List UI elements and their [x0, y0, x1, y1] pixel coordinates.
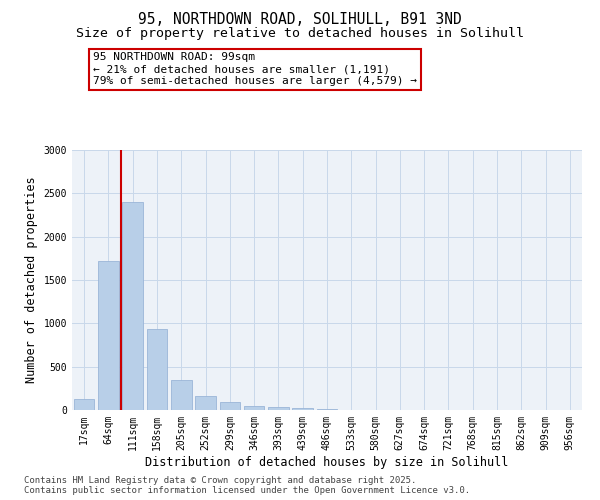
Bar: [122, 202, 143, 410]
Bar: [317, 409, 337, 410]
X-axis label: Distribution of detached houses by size in Solihull: Distribution of detached houses by size …: [145, 456, 509, 468]
Text: 95, NORTHDOWN ROAD, SOLIHULL, B91 3ND: 95, NORTHDOWN ROAD, SOLIHULL, B91 3ND: [138, 12, 462, 28]
Bar: [74, 398, 94, 410]
Bar: [244, 406, 265, 410]
Text: 95 NORTHDOWN ROAD: 99sqm
← 21% of detached houses are smaller (1,191)
79% of sem: 95 NORTHDOWN ROAD: 99sqm ← 21% of detach…: [93, 52, 417, 86]
Y-axis label: Number of detached properties: Number of detached properties: [25, 176, 38, 384]
Bar: [268, 406, 289, 410]
Bar: [98, 261, 119, 410]
Bar: [292, 408, 313, 410]
Text: Contains HM Land Registry data © Crown copyright and database right 2025.
Contai: Contains HM Land Registry data © Crown c…: [24, 476, 470, 495]
Bar: [171, 380, 191, 410]
Bar: [195, 396, 216, 410]
Bar: [146, 328, 167, 410]
Bar: [220, 402, 240, 410]
Text: Size of property relative to detached houses in Solihull: Size of property relative to detached ho…: [76, 28, 524, 40]
